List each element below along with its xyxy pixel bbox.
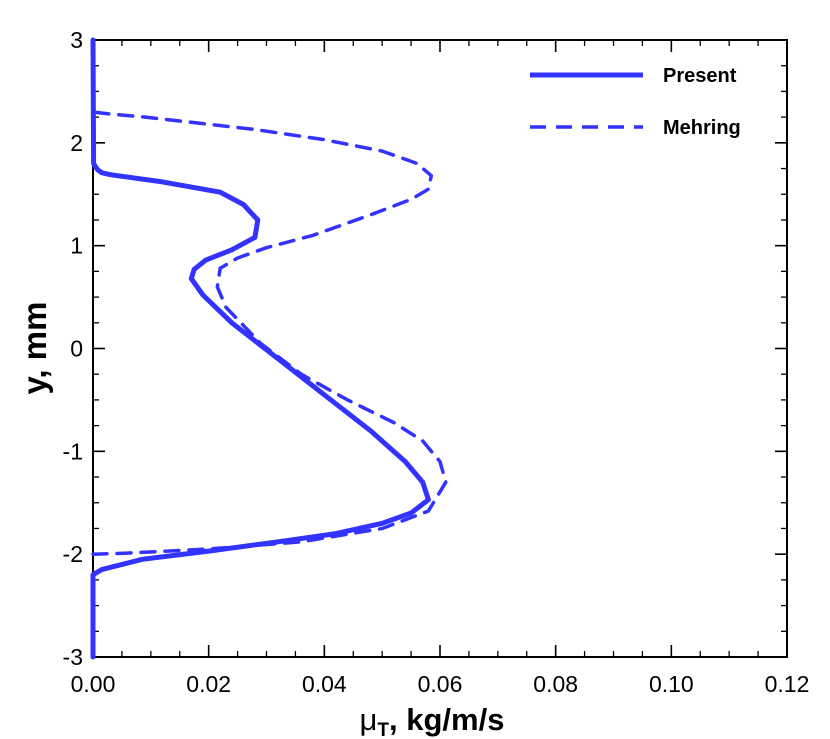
y-tick-label: -3 xyxy=(63,644,83,670)
x-tick-label: 0.00 xyxy=(71,671,116,697)
x-axis-title-symbol: μ xyxy=(360,702,378,737)
y-tick-label: 1 xyxy=(70,233,83,259)
legend-label-present: Present xyxy=(663,65,737,87)
y-axis-title: y, mm xyxy=(16,302,53,395)
x-axis-title: μT, kg/m/s xyxy=(360,702,505,739)
y-tick-label: 0 xyxy=(70,336,83,362)
ticks-layer: 0.00 0.02 0.04 0.06 0.08 0.10 0.12 -3 -2 -1 0 1 2 3 xyxy=(63,27,810,697)
series-layer xyxy=(90,37,448,660)
x-tick-label: 0.12 xyxy=(765,671,810,697)
x-tick-label: 0.04 xyxy=(302,671,347,697)
y-tick-label: -2 xyxy=(63,541,83,567)
y-tick-label: 3 xyxy=(70,27,83,53)
x-tick-label: 0.06 xyxy=(418,671,463,697)
x-tick-label: 0.02 xyxy=(186,671,231,697)
series-line-mehring xyxy=(91,110,448,556)
legend-label-mehring: Mehring xyxy=(663,117,741,139)
series-line-present xyxy=(90,37,431,660)
x-tick-label: 0.10 xyxy=(649,671,694,697)
y-tick-label: 2 xyxy=(70,130,83,156)
y-tick-label: -1 xyxy=(63,438,83,464)
x-axis-title-subscript: T xyxy=(377,720,389,739)
x-tick-label: 0.08 xyxy=(533,671,578,697)
legend: Present Mehring xyxy=(530,65,741,139)
x-axis-title-units: , kg/m/s xyxy=(389,702,504,737)
